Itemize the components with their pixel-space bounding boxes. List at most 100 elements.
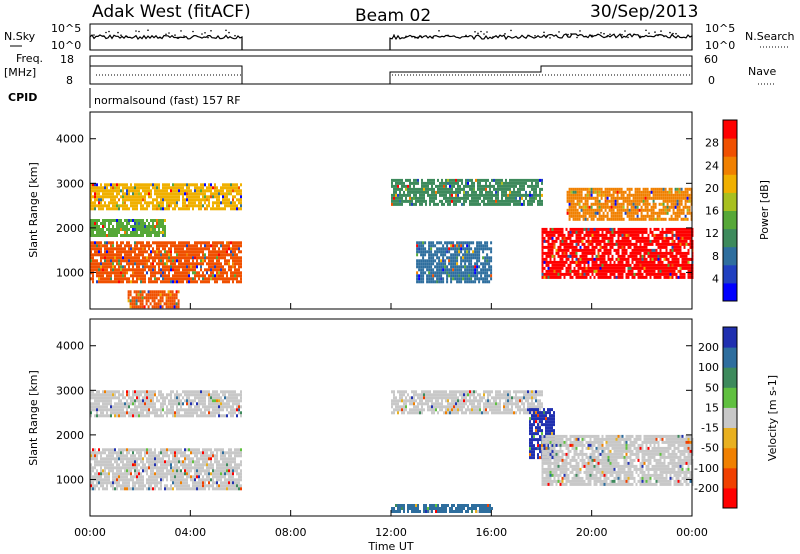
heatmap-cell bbox=[184, 201, 186, 205]
heatmap-cell bbox=[220, 265, 222, 269]
heatmap-cell bbox=[399, 199, 401, 203]
heatmap-cell bbox=[636, 214, 639, 218]
heatmap-cell bbox=[416, 253, 419, 257]
heatmap-cell bbox=[591, 236, 594, 240]
heatmap-cell bbox=[126, 183, 128, 187]
heatmap-cell bbox=[132, 204, 134, 208]
heatmap-cell bbox=[658, 187, 661, 191]
heatmap-cell bbox=[588, 214, 591, 218]
heatmap-cell bbox=[674, 193, 677, 197]
heatmap-cell bbox=[230, 201, 232, 205]
heatmap-cell bbox=[427, 193, 429, 197]
heatmap-cell bbox=[478, 280, 481, 284]
heatmap-cell bbox=[670, 214, 673, 218]
heatmap-cell bbox=[675, 263, 678, 267]
heatmap-cell bbox=[156, 253, 158, 257]
heatmap-cell bbox=[639, 257, 642, 261]
freq-trace-2 bbox=[389, 65, 692, 84]
heatmap-cell bbox=[124, 475, 126, 479]
heatmap-cell bbox=[427, 187, 429, 191]
heatmap-cell bbox=[677, 239, 680, 243]
heatmap-cell bbox=[539, 199, 541, 203]
heatmap-cell bbox=[623, 269, 626, 273]
heatmap-cell bbox=[601, 263, 604, 267]
heatmap-cell bbox=[487, 199, 489, 203]
heatmap-cell bbox=[581, 236, 584, 240]
heatmap-cell bbox=[623, 236, 626, 240]
heatmap-cell bbox=[146, 201, 148, 205]
heatmap-cell bbox=[573, 254, 576, 258]
heatmap-cell bbox=[102, 219, 104, 222]
heatmap-cell bbox=[108, 192, 110, 196]
heatmap-cell bbox=[517, 202, 519, 206]
heatmap-cell bbox=[474, 256, 477, 260]
heatmap-cell bbox=[551, 245, 554, 249]
heatmap-cell bbox=[490, 247, 493, 251]
heatmap-cell bbox=[490, 256, 493, 260]
heatmap-cell bbox=[182, 198, 184, 202]
heatmap-cell bbox=[169, 299, 172, 303]
heatmap-cell bbox=[643, 245, 646, 249]
heatmap-cell bbox=[576, 202, 579, 206]
heatmap-cell bbox=[146, 448, 148, 452]
heatmap-cell bbox=[148, 481, 150, 485]
heatmap-cell bbox=[686, 199, 689, 203]
heatmap-cell bbox=[98, 201, 100, 205]
heatmap-cell bbox=[108, 201, 110, 205]
heatmap-cell bbox=[240, 274, 242, 278]
heatmap-cell bbox=[106, 481, 108, 485]
heatmap-cell bbox=[146, 231, 148, 234]
heatmap-cell bbox=[144, 231, 146, 234]
heatmap-cell bbox=[182, 247, 184, 251]
heatmap-cell bbox=[200, 265, 202, 269]
heatmap-cell bbox=[228, 259, 230, 263]
heatmap-cell bbox=[614, 217, 617, 221]
heatmap-cell bbox=[461, 202, 463, 206]
heatmap-cell bbox=[200, 262, 202, 266]
heatmap-cell bbox=[568, 217, 571, 221]
heatmap-cell bbox=[488, 268, 491, 272]
heatmap-cell bbox=[137, 296, 140, 300]
heatmap-cell bbox=[106, 234, 108, 237]
heatmap-cell bbox=[615, 242, 618, 246]
heatmap-cell bbox=[614, 205, 617, 209]
heatmap-cell bbox=[642, 187, 645, 191]
heatmap-cell bbox=[415, 178, 417, 182]
heatmap-cell bbox=[636, 208, 639, 212]
heatmap-cell bbox=[138, 475, 140, 479]
heatmap-cell bbox=[501, 199, 503, 203]
heatmap-cell bbox=[581, 260, 584, 264]
heatmap-cell bbox=[152, 241, 154, 245]
heatmap-cell bbox=[607, 266, 610, 270]
heatmap-cell bbox=[651, 269, 654, 273]
heatmap-cell bbox=[430, 277, 433, 281]
heatmap-cell bbox=[485, 184, 487, 188]
heatmap-cell bbox=[136, 186, 138, 190]
heatmap-cell bbox=[665, 269, 668, 273]
heatmap-cell bbox=[204, 189, 206, 193]
heatmap-cell bbox=[194, 274, 196, 278]
heatmap-cell bbox=[438, 277, 441, 281]
heatmap-cell bbox=[224, 280, 226, 284]
heatmap-cell bbox=[180, 244, 182, 248]
heatmap-cell bbox=[220, 271, 222, 275]
heatmap-cell bbox=[419, 193, 421, 197]
heatmap-cell bbox=[182, 280, 184, 284]
heatmap-cell bbox=[567, 257, 570, 261]
heatmap-cell bbox=[122, 189, 124, 193]
heatmap-cell bbox=[168, 448, 170, 452]
heatmap-cell bbox=[679, 242, 682, 246]
heatmap-cell bbox=[601, 266, 604, 270]
heatmap-cell bbox=[660, 196, 663, 200]
heatmap-cell bbox=[120, 277, 122, 281]
heatmap-cell bbox=[224, 201, 226, 205]
heatmap-cell bbox=[130, 219, 132, 222]
heatmap-cell bbox=[226, 183, 228, 187]
heatmap-cell bbox=[590, 202, 593, 206]
heatmap-cell bbox=[150, 253, 152, 257]
heatmap-cell bbox=[186, 192, 188, 196]
heatmap-cell bbox=[90, 222, 92, 225]
heatmap-cell bbox=[110, 460, 112, 464]
heatmap-cell bbox=[593, 257, 596, 261]
heatmap-cell bbox=[486, 256, 489, 260]
